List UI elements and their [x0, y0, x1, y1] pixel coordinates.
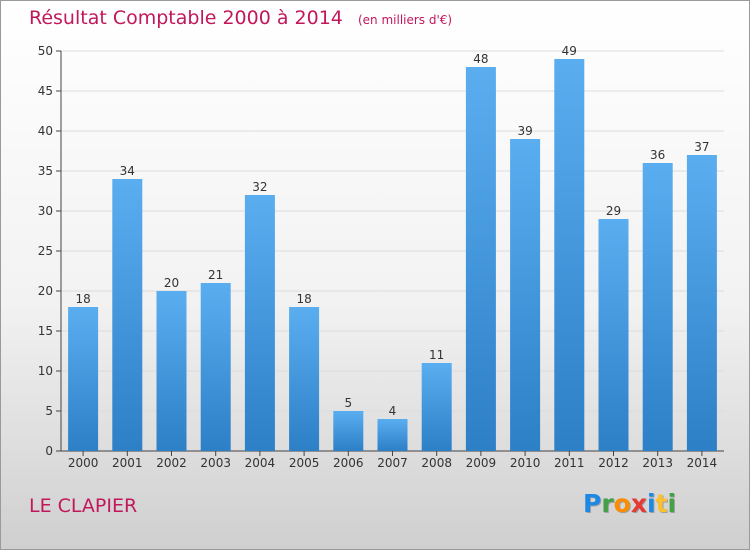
- commune-name: LE CLAPIER: [29, 495, 138, 517]
- x-tick-label: 2006: [333, 456, 364, 470]
- data-label-2006: 5: [344, 396, 352, 410]
- bar-2012: [598, 219, 629, 451]
- logo-letter: i: [667, 489, 677, 518]
- bar-2013: [642, 163, 673, 451]
- y-tick-label: 20: [38, 284, 53, 298]
- data-label-2003: 21: [208, 268, 223, 282]
- y-tick-label: 50: [38, 44, 53, 58]
- chart-unit-label: (en milliers d'€): [357, 13, 453, 27]
- chart-title-main: Résultat Comptable 2000 à 2014: [29, 7, 343, 29]
- x-tick-label: 2011: [554, 456, 585, 470]
- x-tick-label: 2012: [598, 456, 629, 470]
- bar-2003: [200, 283, 231, 451]
- y-tick-label: 30: [38, 204, 53, 218]
- data-label-2014: 37: [694, 140, 709, 154]
- logo-letter: t: [655, 489, 668, 518]
- data-label-2007: 4: [389, 404, 397, 418]
- data-label-2008: 11: [429, 348, 444, 362]
- y-tick-label: 25: [38, 244, 53, 258]
- labels: 18 2000 34 2001 20 2002 21 2003 32 2004 18 2005 5 200…: [68, 44, 717, 470]
- y-tick-label: 15: [38, 324, 53, 338]
- data-label-2002: 20: [164, 276, 179, 290]
- logo-letter: i: [647, 489, 656, 518]
- data-label-2010: 39: [517, 124, 532, 138]
- data-label-2000: 18: [75, 292, 90, 306]
- bar-2002: [156, 291, 187, 451]
- bar-2007: [377, 419, 408, 451]
- bar-2001: [112, 179, 143, 451]
- bar-2008: [421, 363, 452, 451]
- y-tick-label: 45: [38, 84, 53, 98]
- x-tick-label: 2004: [245, 456, 276, 470]
- bar-2004: [244, 195, 275, 451]
- x-tick-label: 2000: [68, 456, 99, 470]
- bar-2006: [333, 411, 364, 451]
- data-label-2013: 36: [650, 148, 665, 162]
- logo-letter: o: [613, 489, 631, 518]
- x-tick-label: 2007: [377, 456, 408, 470]
- x-tick-label: 2003: [200, 456, 231, 470]
- x-tick-label: 2002: [156, 456, 187, 470]
- x-tick-label: 2010: [510, 456, 541, 470]
- bar-2000: [68, 307, 99, 451]
- data-label-2001: 34: [120, 164, 135, 178]
- y-tick-label: 35: [38, 164, 53, 178]
- y-tick-label: 10: [38, 364, 53, 378]
- bar-2009: [465, 67, 496, 451]
- x-tick-label: 2001: [112, 456, 143, 470]
- bar-2005: [289, 307, 320, 451]
- data-label-2009: 48: [473, 52, 488, 66]
- bar-2011: [554, 59, 585, 451]
- logo-letter: P: [583, 489, 602, 518]
- logo-letter: x: [630, 489, 647, 518]
- chart-title: Résultat Comptable 2000 à 2014 (en milli…: [29, 7, 452, 29]
- y-tick-label: 5: [45, 404, 53, 418]
- bar-2014: [686, 155, 717, 451]
- bars: [68, 59, 717, 451]
- x-tick-label: 2009: [466, 456, 497, 470]
- data-label-2012: 29: [606, 204, 621, 218]
- logo-letter: r: [601, 489, 614, 518]
- x-tick-label: 2008: [421, 456, 452, 470]
- y-tick-label: 0: [45, 444, 53, 458]
- data-label-2005: 18: [296, 292, 311, 306]
- x-tick-label: 2014: [687, 456, 718, 470]
- data-label-2004: 32: [252, 180, 267, 194]
- y-tick-label: 40: [38, 124, 53, 138]
- proxiti-logo: Proxiti: [583, 489, 676, 518]
- bar-2010: [510, 139, 541, 451]
- data-label-2011: 49: [562, 44, 577, 58]
- x-tick-label: 2013: [642, 456, 673, 470]
- x-tick-label: 2005: [289, 456, 320, 470]
